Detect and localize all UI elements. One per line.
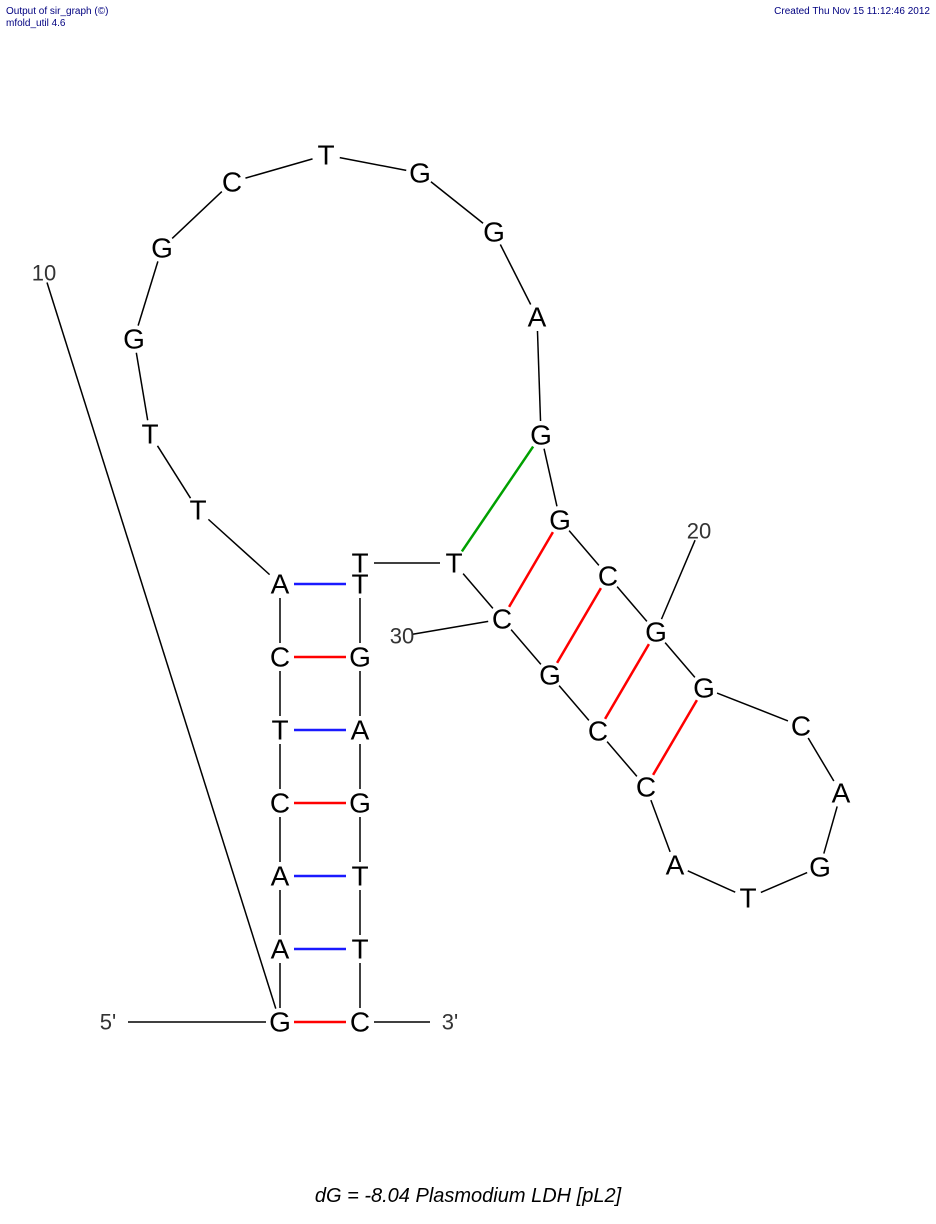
caption: dG = -8.04 Plasmodium LDH [pL2]	[0, 1185, 936, 1208]
svg-text:T: T	[189, 495, 206, 526]
svg-text:G: G	[645, 617, 667, 648]
svg-text:G: G	[809, 852, 831, 883]
svg-text:G: G	[483, 217, 505, 248]
svg-text:C: C	[588, 716, 608, 747]
svg-text:T: T	[317, 140, 334, 171]
svg-text:G: G	[349, 642, 371, 673]
svg-text:G: G	[349, 788, 371, 819]
svg-text:A: A	[832, 778, 851, 809]
svg-text:10: 10	[32, 261, 56, 286]
svg-text:C: C	[350, 1007, 370, 1038]
svg-text:T: T	[141, 419, 158, 450]
svg-text:T: T	[351, 934, 368, 965]
svg-text:A: A	[271, 569, 290, 600]
svg-text:G: G	[530, 420, 552, 451]
svg-text:G: G	[549, 505, 571, 536]
svg-text:C: C	[270, 788, 290, 819]
svg-text:3': 3'	[442, 1010, 458, 1035]
svg-text:C: C	[222, 167, 242, 198]
svg-text:G: G	[539, 660, 561, 691]
svg-text:C: C	[791, 711, 811, 742]
svg-text:20: 20	[687, 519, 711, 544]
svg-text:T: T	[351, 861, 368, 892]
svg-text:G: G	[269, 1007, 291, 1038]
svg-text:C: C	[598, 561, 618, 592]
svg-text:T: T	[351, 569, 368, 600]
svg-text:5': 5'	[100, 1010, 116, 1035]
svg-text:30: 30	[390, 624, 414, 649]
svg-text:G: G	[151, 233, 173, 264]
svg-text:G: G	[409, 158, 431, 189]
svg-text:T: T	[445, 548, 462, 579]
svg-text:C: C	[492, 604, 512, 635]
svg-text:A: A	[271, 934, 290, 965]
svg-text:A: A	[528, 302, 547, 333]
svg-text:C: C	[636, 772, 656, 803]
svg-text:T: T	[739, 883, 756, 914]
svg-text:G: G	[123, 324, 145, 355]
svg-text:C: C	[270, 642, 290, 673]
svg-text:A: A	[666, 850, 685, 881]
svg-text:A: A	[271, 861, 290, 892]
svg-text:T: T	[271, 715, 288, 746]
rna-structure-diagram: 102030GAACTCATTGGCTGGAGGCGGCAGTACCGCTTTG…	[0, 0, 936, 1224]
svg-text:G: G	[693, 673, 715, 704]
svg-text:A: A	[351, 715, 370, 746]
